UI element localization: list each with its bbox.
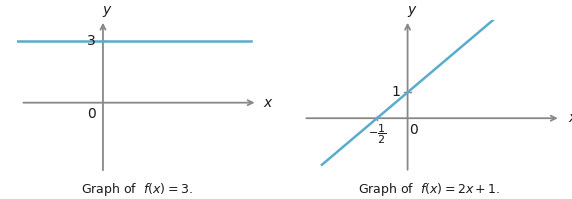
Text: 3: 3 [87, 34, 96, 48]
Text: 0: 0 [410, 123, 418, 137]
Text: $y$: $y$ [102, 4, 113, 19]
Text: Graph of  $f(x) = 3$.: Graph of $f(x) = 3$. [81, 181, 193, 198]
Text: $-\dfrac{1}{2}$: $-\dfrac{1}{2}$ [368, 123, 386, 146]
Text: $x$: $x$ [263, 96, 273, 110]
Text: $y$: $y$ [407, 4, 418, 19]
Text: Graph of  $f(x) = 2x + 1$.: Graph of $f(x) = 2x + 1$. [358, 181, 500, 198]
Text: 0: 0 [87, 107, 96, 121]
Text: $x$: $x$ [568, 111, 572, 125]
Text: 1: 1 [391, 85, 400, 99]
